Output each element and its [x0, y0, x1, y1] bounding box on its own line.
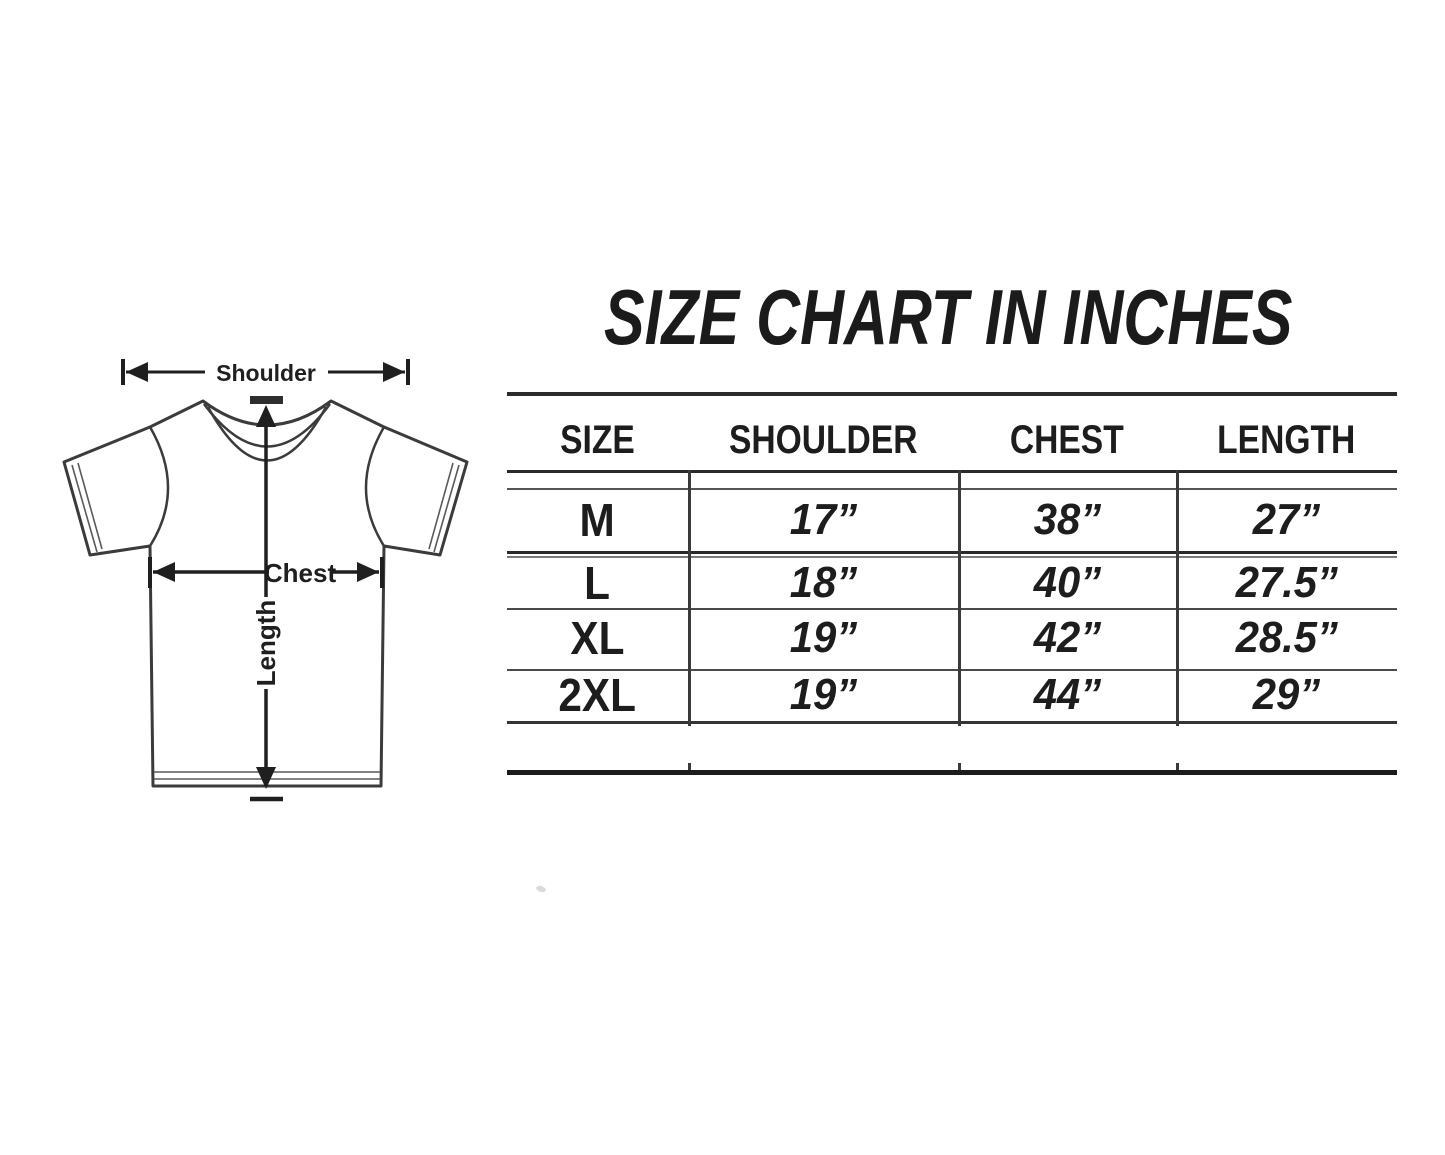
tshirt-diagram: Shoulder Chest Length	[62, 356, 469, 802]
row-rule-m-a	[507, 551, 1397, 554]
chest-arrowhead-right	[357, 562, 379, 582]
shoulder-cell: 19”	[688, 612, 958, 664]
cell-text: M	[579, 494, 616, 546]
shoulder-arrowhead-right	[383, 362, 405, 382]
cell-text: 19”	[789, 613, 857, 662]
table-row-l: L 18” 40” 27.5”	[507, 557, 1397, 609]
chest-arrowhead-left	[153, 562, 175, 582]
header-length: LENGTH	[1176, 414, 1397, 466]
length-arrowhead-up	[256, 405, 276, 427]
cuff-lines-left	[71, 462, 103, 553]
column-separator	[1176, 470, 1179, 726]
cell-text: 2XL	[558, 669, 637, 721]
chest-cell: 40”	[958, 558, 1176, 607]
length-label-backing	[251, 597, 282, 689]
length-cell: 29”	[1176, 670, 1397, 719]
table-header-row: SIZE SHOULDER CHEST LENGTH	[507, 414, 1397, 466]
cell-text: 27”	[1252, 495, 1321, 544]
chest-measure-label: Chest	[264, 558, 337, 588]
header-chest: CHEST	[958, 414, 1176, 466]
cell-text: 19”	[789, 670, 857, 719]
table-row-xl: XL 19” 42” 28.5”	[507, 612, 1397, 664]
table-top-rule	[507, 392, 1397, 396]
cell-text: L	[584, 557, 611, 609]
row-rule-l	[507, 608, 1397, 610]
cell-text: 42”	[1033, 613, 1101, 662]
shoulder-arrowhead-left	[126, 362, 148, 382]
cell-text: 27.5”	[1235, 558, 1338, 607]
chest-cell: 38”	[958, 492, 1176, 548]
cell-text: 40”	[1033, 558, 1101, 607]
header-text: CHEST	[1010, 417, 1124, 462]
cell-text: XL	[570, 612, 625, 664]
size-cell: L	[507, 557, 688, 609]
column-separator	[958, 470, 961, 726]
column-separator-stub	[958, 763, 961, 770]
header-text: SIZE	[560, 417, 635, 462]
scan-smudge	[535, 884, 547, 894]
shoulder-end-bars	[121, 359, 410, 385]
cell-text: 29”	[1252, 670, 1321, 719]
cell-text: 44”	[1033, 670, 1101, 719]
collar-tab	[250, 396, 283, 404]
length-cell: 28.5”	[1176, 612, 1397, 664]
length-cell: 27”	[1176, 492, 1397, 548]
length-measure-label: Length	[251, 600, 281, 687]
spacer-rule	[507, 488, 1397, 490]
armhole-seam-right	[364, 426, 386, 547]
shoulder-cell: 19”	[688, 670, 958, 719]
cell-text: 28.5”	[1235, 613, 1338, 662]
size-table: SIZE SHOULDER CHEST LENGTH M 17” 38” 27”…	[507, 392, 1397, 782]
shoulder-measure-label: Shoulder	[216, 360, 316, 386]
chart-title: SIZE CHART IN INCHES	[604, 273, 1293, 361]
cell-text: 17”	[789, 495, 857, 544]
header-text: LENGTH	[1217, 417, 1356, 462]
column-separator-stub	[1176, 763, 1179, 770]
shoulder-label-backing	[205, 356, 328, 388]
table-row-2xl: 2XL 19” 44” 29”	[507, 669, 1397, 721]
row-rule-m-b	[507, 556, 1397, 558]
row-rule-2xl	[507, 721, 1397, 724]
table-row-m: M 17” 38” 27”	[507, 492, 1397, 548]
size-cell: M	[507, 492, 688, 548]
cell-text: 18”	[789, 558, 857, 607]
size-cell: 2XL	[507, 669, 688, 721]
length-cell: 27.5”	[1176, 558, 1397, 607]
table-bottom-rule	[507, 770, 1397, 775]
chest-label-backing	[269, 556, 333, 587]
header-underline	[507, 470, 1397, 473]
shoulder-cell: 18”	[688, 558, 958, 607]
row-rule-xl	[507, 669, 1397, 671]
size-cell: XL	[507, 612, 688, 664]
column-separator-stub	[688, 763, 691, 770]
armhole-seam-left	[148, 426, 170, 547]
chest-end-bars	[148, 557, 384, 588]
cell-text: 38”	[1033, 495, 1101, 544]
header-shoulder: SHOULDER	[688, 414, 958, 466]
length-arrowhead-down	[256, 767, 276, 789]
header-size: SIZE	[507, 414, 688, 466]
chest-cell: 44”	[958, 670, 1176, 719]
cuff-lines-right	[428, 462, 460, 553]
shoulder-cell: 17”	[688, 492, 958, 548]
header-text: SHOULDER	[728, 417, 918, 462]
column-separator	[688, 470, 691, 726]
chest-cell: 42”	[958, 612, 1176, 664]
